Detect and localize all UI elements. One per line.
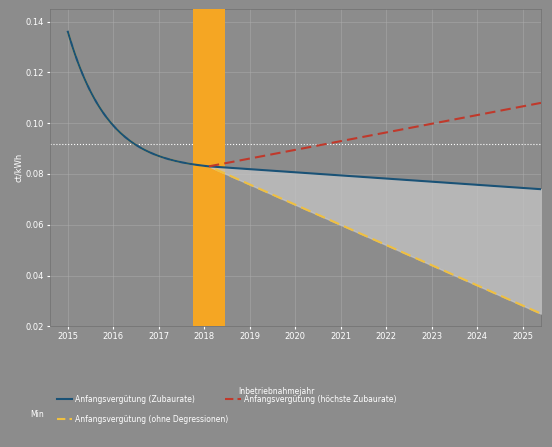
Legend: Anfangsvergütung (ohne Degressionen): Anfangsvergütung (ohne Degressionen) xyxy=(54,412,231,427)
Bar xyxy=(193,9,225,326)
Y-axis label: ct/kWh: ct/kWh xyxy=(14,153,23,182)
Text: Min: Min xyxy=(30,410,44,419)
Text: Inbetriebnahmejahr: Inbetriebnahmejahr xyxy=(238,387,314,396)
